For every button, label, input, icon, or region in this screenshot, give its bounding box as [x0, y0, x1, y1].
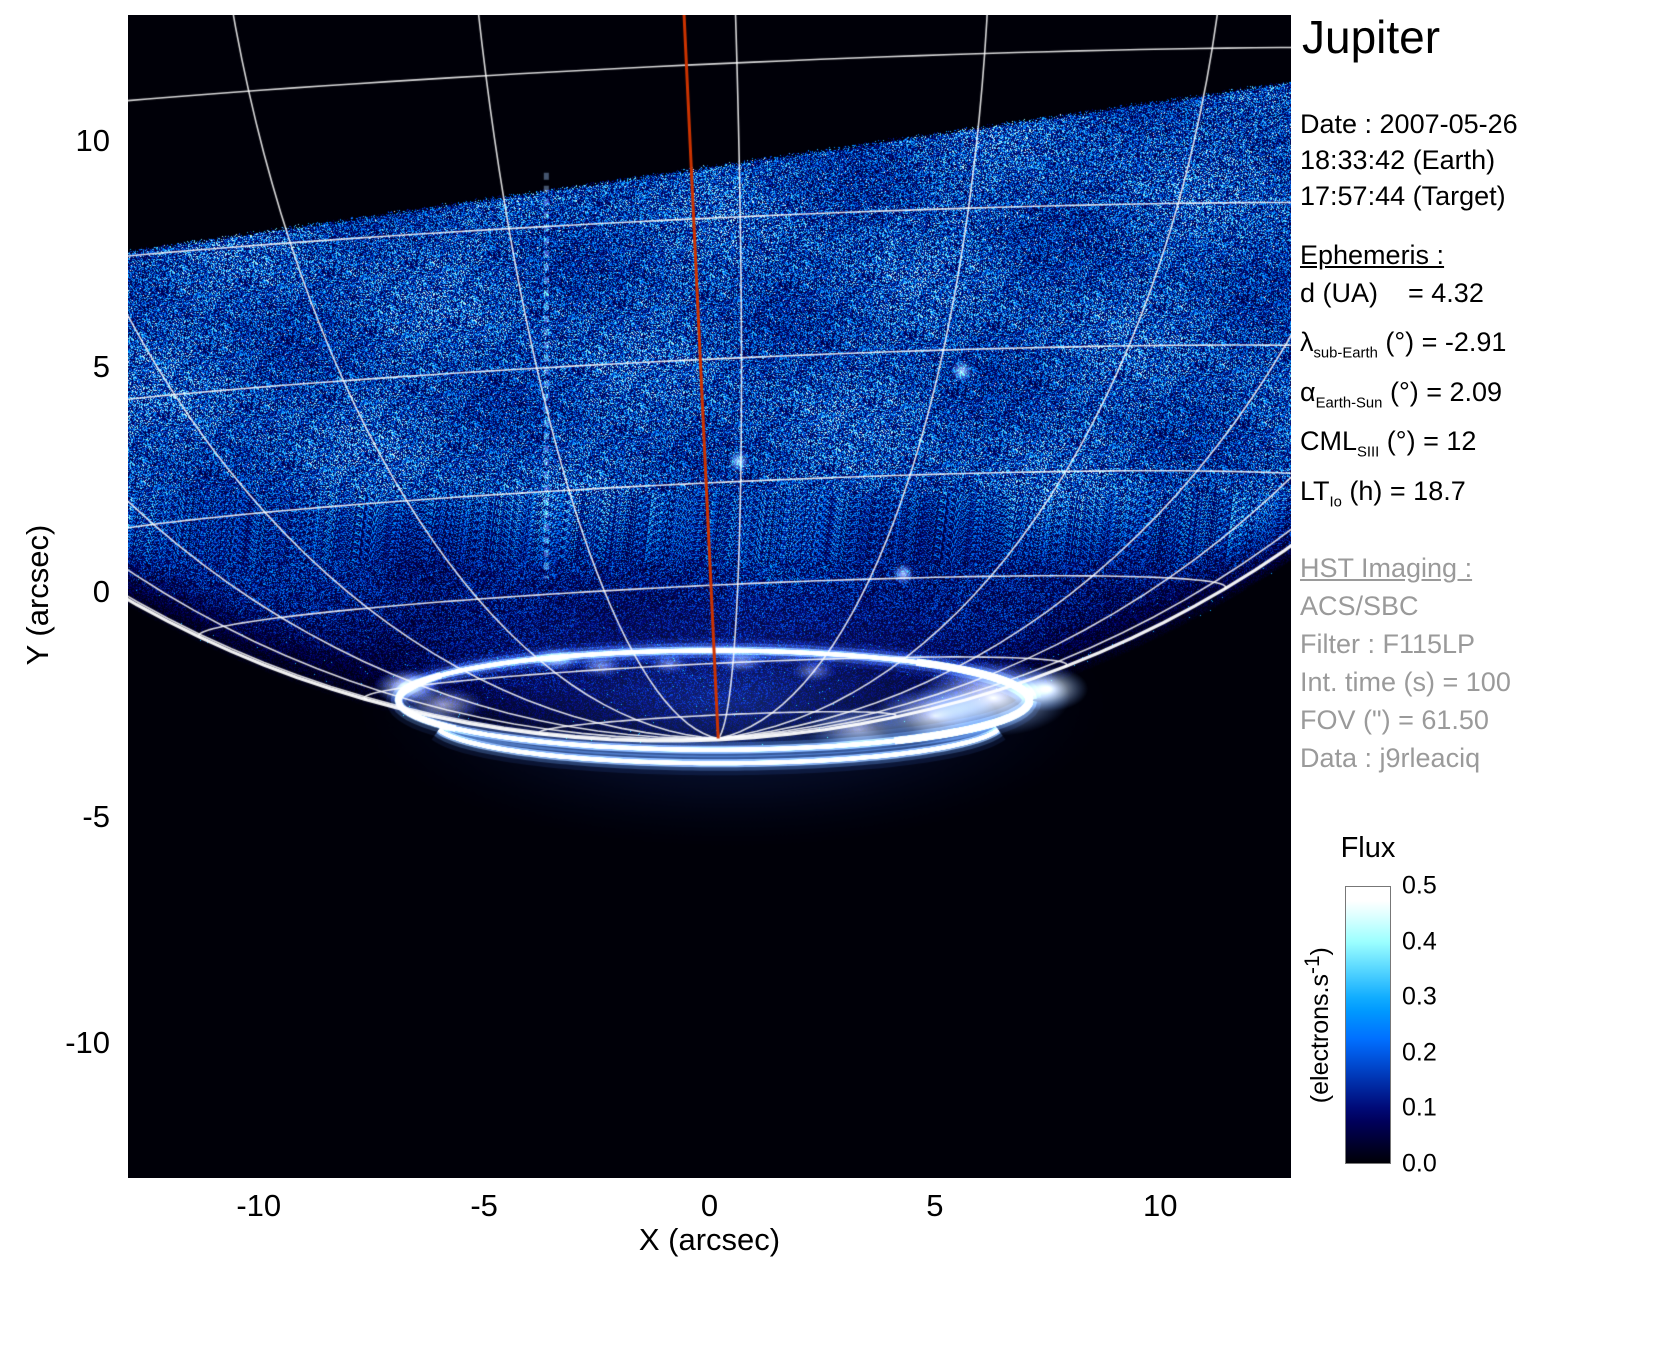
- x-axis-label: X (arcsec): [638, 1222, 781, 1257]
- x-tick-label: 10: [1143, 1188, 1178, 1223]
- colorbar-tick-labels: 0.5 0.4 0.3 0.2 0.1 0.0: [1402, 872, 1482, 1178]
- page-title: Jupiter: [1302, 11, 1441, 63]
- ephemeris-row-sub-earth-lat: λsub-Earth (°) = -2.91: [1300, 327, 1507, 362]
- x-tick-label: -5: [470, 1188, 498, 1223]
- colorbar-tick-label: 0.2: [1402, 1038, 1437, 1067]
- x-tick-label: 5: [926, 1188, 944, 1223]
- x-tick-label: -10: [236, 1188, 282, 1223]
- x-tick-labels: -10 -5 0 5 10: [128, 1188, 1291, 1228]
- hst-instrument: ACS/SBC: [1300, 590, 1419, 621]
- hst-data-id: Data : j9rleaciq: [1300, 742, 1481, 773]
- x-tick-label: 0: [700, 1188, 719, 1223]
- observation-block: Date : 2007-05-26 18:33:42 (Earth) 17:57…: [1300, 106, 1676, 214]
- plot-area: [128, 15, 1291, 1178]
- ephemeris-row-phase-angle: αEarth-Sun (°) = 2.09: [1300, 376, 1503, 412]
- y-tick-label: 5: [92, 348, 110, 384]
- jupiter-fuv-image-canvas: [128, 15, 1291, 1178]
- y-tick-label: 0: [92, 573, 110, 609]
- ephemeris-row-distance: d (UA) = 4.32: [1300, 278, 1484, 308]
- colorbar-tick-label: 0.4: [1402, 927, 1437, 956]
- hst-imaging-block: HST Imaging : ACS/SBC Filter : F115LP In…: [1300, 549, 1676, 777]
- colorbar-tick-label: 0.5: [1402, 871, 1437, 900]
- hst-filter: Filter : F115LP: [1300, 628, 1476, 659]
- y-tick-labels: 10 5 0 -5 -10: [28, 15, 110, 1178]
- colorbar-tick-label: 0.0: [1402, 1149, 1437, 1178]
- ephemeris-block: Ephemeris : d (UA) = 4.32 λsub-Earth (°)…: [1300, 236, 1676, 521]
- colorbar-title: Flux: [1340, 832, 1396, 864]
- y-tick-label: -10: [65, 1024, 110, 1060]
- y-tick-label: -5: [82, 799, 110, 835]
- colorbar-tick-label: 0.1: [1402, 1093, 1437, 1122]
- y-tick-label: 10: [75, 123, 110, 159]
- hst-fov: FOV (") = 61.50: [1300, 704, 1489, 735]
- colorbar-unit-label: (electrons.s-1): [1300, 946, 1335, 1104]
- hst-integration-time: Int. time (s) = 100: [1300, 666, 1511, 697]
- hst-imaging-heading: HST Imaging :: [1300, 552, 1473, 583]
- ephemeris-row-cml: CMLSIII (°) = 12: [1300, 426, 1477, 461]
- colorbar-gradient: [1345, 886, 1391, 1164]
- ephemeris-row-io-local-time: LTIo (h) = 18.7: [1300, 475, 1466, 510]
- observation-time-target: 17:57:44 (Target): [1300, 181, 1506, 211]
- side-panel: Jupiter Date : 2007-05-26 18:33:42 (Eart…: [1300, 0, 1676, 1367]
- colorbar-tick-label: 0.3: [1402, 982, 1437, 1011]
- observation-time-earth: 18:33:42 (Earth): [1300, 145, 1496, 175]
- observation-date: Date : 2007-05-26: [1300, 109, 1518, 139]
- ephemeris-heading: Ephemeris :: [1300, 240, 1445, 270]
